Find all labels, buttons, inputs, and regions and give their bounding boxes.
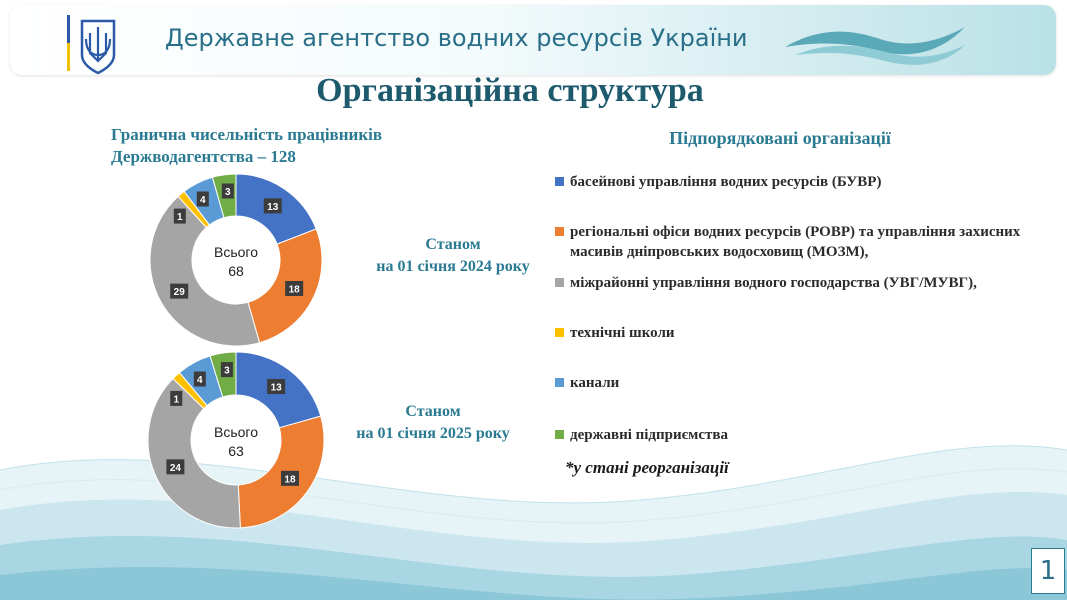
data-label-buvr: 13 xyxy=(267,202,279,213)
legend-swatch xyxy=(555,430,564,439)
legend-label: державні підприємства xyxy=(570,427,728,443)
data-label-box-buvr xyxy=(267,378,286,394)
donut-chart-2024: 13 18 29 1 4 3 Всього 68 xyxy=(149,174,323,346)
data-label-box-uvg xyxy=(170,283,189,299)
data-label-box-rovr xyxy=(285,280,304,296)
data-label-box-canals xyxy=(196,191,209,207)
donut-slice-uvg xyxy=(147,377,241,529)
legend-label: регіональні офіси водних ресурсів (РОВР)… xyxy=(570,224,1021,260)
page-title: Організаційна структура xyxy=(316,72,704,109)
data-label-canals: 4 xyxy=(197,375,203,386)
subtitle-line-1: Гранична чисельність працівників xyxy=(111,125,383,144)
as-of-2025-line-2: на 01 січня 2025 року xyxy=(356,425,510,442)
donut-center-value: 63 xyxy=(228,443,244,459)
headcount-subtitle: Гранична чисельність працівників Держвод… xyxy=(111,124,491,168)
data-label-box-uvg xyxy=(166,459,185,475)
donut-center-value: 68 xyxy=(228,263,244,279)
legend-swatch xyxy=(555,227,564,236)
data-label-state-enterprises: 3 xyxy=(224,366,230,377)
legend-title: Підпорядковані організації xyxy=(669,128,891,148)
legend-label: басейнові управління водних ресурсів (БУ… xyxy=(570,174,882,190)
data-label-box-buvr xyxy=(263,198,282,214)
legend-item-uvg: міжрайонні управління водного господарст… xyxy=(555,273,1045,293)
data-label-box-tech-schools xyxy=(170,390,183,406)
coat-of-arms-icon xyxy=(67,15,116,75)
data-label-tech-schools: 1 xyxy=(173,394,179,405)
legend-label: технічні школи xyxy=(570,325,675,341)
legend-item-buvr: басейнові управління водних ресурсів (БУ… xyxy=(555,172,1045,192)
legend-swatch xyxy=(555,278,564,287)
donut-center-label: Всього xyxy=(214,244,258,260)
page-number: 1 xyxy=(1031,548,1065,594)
data-label-state-enterprises: 3 xyxy=(225,187,231,198)
legend-label: міжрайонні управління водного господарст… xyxy=(570,275,977,291)
data-label-box-state-enterprises xyxy=(220,362,233,378)
agency-title: Державне агентство водних ресурсів Украї… xyxy=(165,24,748,52)
data-label-rovr: 18 xyxy=(284,474,296,485)
data-label-buvr: 13 xyxy=(271,382,283,393)
legend-swatch xyxy=(555,177,564,186)
as-of-2024-line-2: на 01 січня 2024 року xyxy=(376,258,530,275)
legend-label: канали xyxy=(570,375,620,391)
data-label-tech-schools: 1 xyxy=(177,212,183,223)
as-of-2025: Станом на 01 січня 2025 року xyxy=(323,401,543,445)
data-label-box-state-enterprises xyxy=(221,183,234,199)
donut-slice-uvg xyxy=(149,195,261,346)
legend-item-state-enterprises: державні підприємства xyxy=(555,425,1045,445)
data-label-uvg: 29 xyxy=(174,287,186,298)
data-label-box-rovr xyxy=(280,470,299,486)
subtitle-line-2: Держводагентства – 128 xyxy=(111,147,296,166)
donut-center-label: Всього xyxy=(214,424,258,440)
water-wave-logo xyxy=(785,27,965,65)
reorganization-note: *у стані реорганізації xyxy=(565,458,729,477)
data-label-box-canals xyxy=(193,371,206,387)
legend-swatch xyxy=(555,378,564,387)
header-banner: Державне агентство водних ресурсів Украї… xyxy=(10,5,1056,75)
legend-swatch xyxy=(555,328,564,337)
as-of-2025-line-1: Станом xyxy=(405,403,461,420)
data-label-canals: 4 xyxy=(200,195,206,206)
legend-item-canals: канали xyxy=(555,373,1045,393)
legend-item-tech-schools: технічні школи xyxy=(555,323,1045,343)
as-of-2024-line-1: Станом xyxy=(425,236,481,253)
donut-slice-rovr xyxy=(247,228,323,344)
data-label-box-tech-schools xyxy=(173,208,186,224)
legend-item-rovr: регіональні офіси водних ресурсів (РОВР)… xyxy=(555,222,1045,262)
donut-chart-2025: 13 18 24 1 4 3 Всього 63 xyxy=(147,351,325,529)
as-of-2024: Станом на 01 січня 2024 року xyxy=(343,234,563,278)
data-label-uvg: 24 xyxy=(170,463,182,474)
data-label-rovr: 18 xyxy=(289,284,301,295)
